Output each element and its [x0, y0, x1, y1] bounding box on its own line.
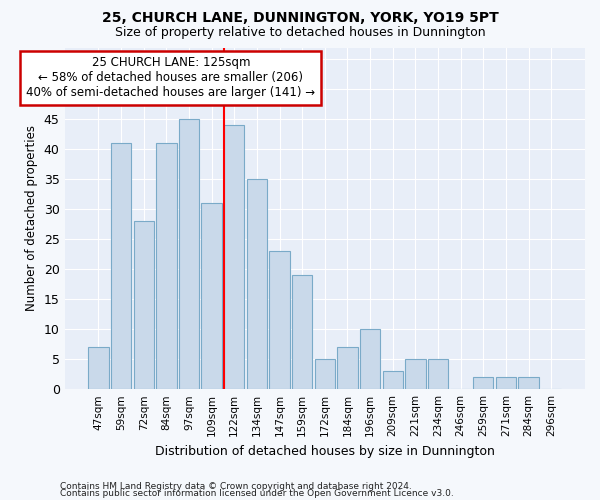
Bar: [134, 222, 154, 389]
Bar: [111, 144, 131, 389]
Text: 25, CHURCH LANE, DUNNINGTON, YORK, YO19 5PT: 25, CHURCH LANE, DUNNINGTON, YORK, YO19 …: [101, 11, 499, 25]
Bar: [405, 359, 425, 389]
Bar: [518, 377, 539, 389]
Bar: [383, 371, 403, 389]
Bar: [360, 329, 380, 389]
Bar: [473, 377, 493, 389]
Bar: [156, 144, 176, 389]
X-axis label: Distribution of detached houses by size in Dunnington: Distribution of detached houses by size …: [155, 444, 495, 458]
Bar: [337, 347, 358, 389]
Bar: [224, 126, 244, 389]
Bar: [247, 180, 267, 389]
Bar: [179, 120, 199, 389]
Text: 25 CHURCH LANE: 125sqm
← 58% of detached houses are smaller (206)
40% of semi-de: 25 CHURCH LANE: 125sqm ← 58% of detached…: [26, 56, 316, 100]
Text: Contains HM Land Registry data © Crown copyright and database right 2024.: Contains HM Land Registry data © Crown c…: [60, 482, 412, 491]
Bar: [202, 204, 222, 389]
Text: Contains public sector information licensed under the Open Government Licence v3: Contains public sector information licen…: [60, 490, 454, 498]
Bar: [269, 252, 290, 389]
Bar: [88, 347, 109, 389]
Text: Size of property relative to detached houses in Dunnington: Size of property relative to detached ho…: [115, 26, 485, 39]
Bar: [428, 359, 448, 389]
Bar: [292, 276, 313, 389]
Bar: [314, 359, 335, 389]
Y-axis label: Number of detached properties: Number of detached properties: [25, 126, 38, 312]
Bar: [496, 377, 516, 389]
